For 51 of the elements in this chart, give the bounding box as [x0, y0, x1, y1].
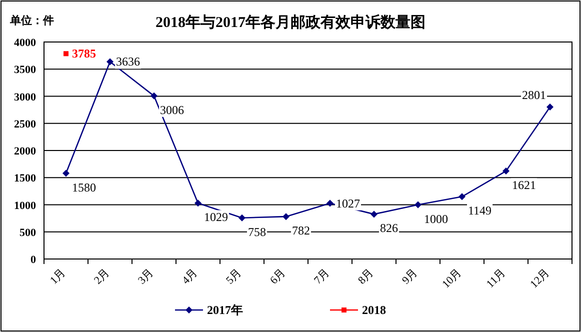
point — [458, 193, 466, 200]
y-tick-label: 3500 — [14, 64, 36, 76]
point — [546, 104, 554, 111]
point — [282, 213, 290, 220]
y-tick-label: 2000 — [14, 146, 36, 158]
data-label: 1029 — [204, 210, 228, 224]
data-label: 1149 — [468, 204, 492, 218]
data-label: 782 — [292, 224, 310, 238]
data-label: 3636 — [116, 54, 140, 69]
x-tick-label: 9月 — [400, 266, 420, 287]
y-tick-label: 3000 — [14, 91, 36, 104]
point — [62, 170, 70, 177]
x-tick-label: 6月 — [268, 266, 288, 287]
chart-title: 2018年与2017年各月邮政有效申诉数量图 — [156, 14, 426, 31]
x-tick-label: 10月 — [440, 266, 464, 291]
point — [238, 214, 246, 222]
y-tick-label: 1500 — [14, 172, 36, 185]
point — [150, 92, 158, 100]
data-label: 1027 — [336, 196, 360, 210]
data-label: 1580 — [72, 180, 96, 194]
y-tick-label: 1000 — [14, 200, 36, 212]
data-label: 2801 — [522, 88, 546, 102]
legend-label: 2018 — [362, 303, 386, 317]
x-tick-label: 1月 — [48, 266, 68, 287]
x-tick-label: 2月 — [92, 266, 112, 287]
y-tick-label: 500 — [20, 226, 36, 239]
y-tick-label: 4000 — [14, 37, 36, 49]
data-label: 826 — [380, 221, 398, 236]
x-tick-label: 5月 — [224, 266, 244, 287]
data-label: 3006 — [160, 102, 184, 117]
y-tick-label: 2500 — [14, 118, 36, 130]
data-label: 3785 — [72, 46, 96, 61]
legend-label: 2017年 — [207, 303, 243, 317]
x-tick-label: 12月 — [528, 266, 552, 291]
x-tick-label: 7月 — [312, 266, 332, 287]
x-tick-label: 4月 — [180, 266, 200, 287]
x-tick-label: 3月 — [136, 266, 156, 287]
data-label: 758 — [248, 224, 266, 239]
x-tick-label: 11月 — [484, 266, 508, 290]
data-label: 1000 — [424, 212, 448, 226]
y-tick-label: 0 — [30, 254, 36, 266]
point — [64, 51, 68, 56]
data-label: 1621 — [512, 178, 536, 192]
point — [502, 168, 510, 175]
x-tick-label: 8月 — [356, 266, 376, 287]
point — [370, 210, 378, 218]
point — [414, 201, 422, 208]
point — [194, 200, 202, 207]
text: 单位：件 — [9, 14, 54, 27]
point — [326, 200, 334, 207]
point — [106, 58, 114, 66]
